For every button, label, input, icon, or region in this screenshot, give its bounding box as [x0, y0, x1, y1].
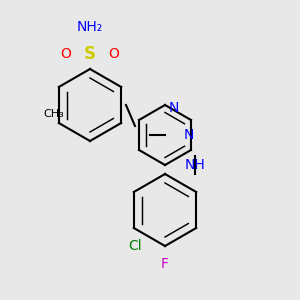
Text: N: N: [169, 101, 179, 115]
Text: Cl: Cl: [128, 239, 142, 253]
Text: NH₂: NH₂: [77, 20, 103, 34]
Text: N: N: [184, 128, 194, 142]
Text: O: O: [61, 47, 71, 61]
Text: F: F: [161, 257, 169, 271]
Text: NH: NH: [184, 158, 206, 172]
Text: O: O: [109, 47, 119, 61]
Text: S: S: [84, 45, 96, 63]
Text: CH₃: CH₃: [44, 109, 64, 119]
